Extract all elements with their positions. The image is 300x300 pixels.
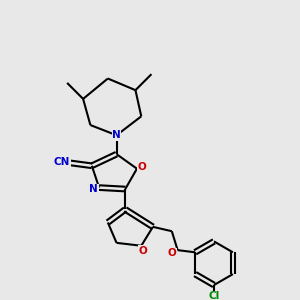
- Text: N: N: [112, 130, 121, 140]
- Text: Cl: Cl: [208, 291, 220, 300]
- Text: CN: CN: [54, 157, 70, 167]
- Text: O: O: [138, 246, 147, 256]
- Text: O: O: [138, 162, 146, 172]
- Text: N: N: [89, 184, 98, 194]
- Text: O: O: [167, 248, 176, 258]
